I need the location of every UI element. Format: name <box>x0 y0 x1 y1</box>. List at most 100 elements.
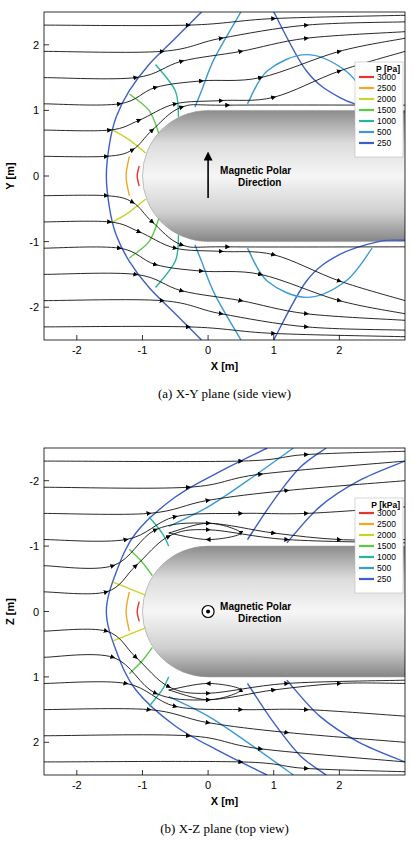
x-tick <box>142 770 143 775</box>
figure: -2-1012-2-1012X [m]Y [m](a) X-Y plane (s… <box>0 0 413 847</box>
plot-frame <box>44 12 405 340</box>
colorbar-label: 1000 <box>377 116 396 126</box>
colorbar-label: 3000 <box>377 72 396 82</box>
colorbar-box <box>355 62 403 157</box>
streamline <box>44 481 405 515</box>
polar-arrow <box>207 156 209 198</box>
y-tick <box>44 480 49 481</box>
colorbar-label: 250 <box>377 574 391 584</box>
y-tick <box>44 742 49 743</box>
x-tick-label: 1 <box>271 779 277 791</box>
x-tick-label: -1 <box>138 344 148 356</box>
panel: -2-1012-2-1012X [m]Y [m](a) X-Y plane (s… <box>4 12 413 401</box>
pressure-contour <box>137 166 139 186</box>
colorbar-swatch <box>359 109 374 111</box>
colorbar-swatch <box>359 76 374 78</box>
x-tick <box>142 335 143 340</box>
streamline <box>44 51 405 130</box>
streamline <box>44 326 405 336</box>
y-tick <box>44 546 49 547</box>
colorbar-swatch <box>359 131 374 133</box>
pressure-contour <box>106 448 267 775</box>
streamline <box>44 735 405 762</box>
pressure-contour <box>106 12 201 340</box>
y-tick-label: 2 <box>33 39 39 51</box>
panel: -2-1012-2-1012X [m]Z [m](b) X-Z plane (t… <box>4 448 413 836</box>
y-tick-label: 1 <box>33 104 39 116</box>
annotation: Magnetic PolarDirection <box>220 601 291 624</box>
x-tick <box>339 770 340 775</box>
streamline <box>44 15 405 25</box>
x-tick-label: -2 <box>72 344 82 356</box>
colorbar-swatch <box>359 534 374 536</box>
y-tick-label: -2 <box>29 475 39 487</box>
x-tick-label: -1 <box>138 779 148 791</box>
colorbar-label: 2500 <box>377 519 396 529</box>
pressure-contour <box>274 240 405 340</box>
streamline <box>44 461 405 488</box>
annotation-line: Direction <box>238 177 281 188</box>
x-axis-title: X [m] <box>211 360 239 372</box>
x-tick <box>208 335 209 340</box>
colorbar-swatch <box>359 98 374 100</box>
y-tick-label: 1 <box>33 671 39 683</box>
panel-caption: (a) X-Y plane (side view) <box>158 386 291 401</box>
y-tick <box>44 110 49 111</box>
colorbar-label: 500 <box>377 127 391 137</box>
colorbar-label: 1500 <box>377 105 396 115</box>
x-tick <box>273 770 274 775</box>
colorbar-label: 2500 <box>377 83 396 93</box>
y-tick-label: -1 <box>29 236 39 248</box>
colorbar-swatch <box>359 578 374 580</box>
x-tick-label: -2 <box>72 779 82 791</box>
colorbar-label: 2000 <box>377 530 396 540</box>
plot-area <box>44 448 405 775</box>
streamline <box>44 655 405 700</box>
colorbar: P [kPa]30002500200015001000500250 <box>355 498 403 593</box>
streamline <box>44 761 405 771</box>
x-tick <box>76 335 77 340</box>
pressure-contour <box>156 64 179 116</box>
pressure-contour <box>195 12 241 107</box>
colorbar-swatch <box>359 556 374 558</box>
streamline <box>169 523 241 539</box>
streamline <box>44 530 405 594</box>
x-tick-label: 1 <box>271 344 277 356</box>
colorbar-label: 250 <box>377 138 391 148</box>
pressure-contour <box>156 235 179 287</box>
streamline <box>44 32 405 79</box>
annotation: Magnetic PolarDirection <box>220 165 291 188</box>
x-tick <box>339 335 340 340</box>
streamline <box>44 22 405 52</box>
pressure-contour <box>247 55 372 104</box>
pressure-contour <box>247 248 372 297</box>
streamline <box>44 523 405 568</box>
polar-symbol <box>202 606 214 618</box>
polar-symbol-dot <box>206 610 210 614</box>
y-tick-label: 0 <box>33 170 39 182</box>
y-tick <box>44 241 49 242</box>
colorbar-swatch <box>359 87 374 89</box>
streamline <box>44 451 405 461</box>
colorbar-swatch <box>359 567 374 569</box>
streamline <box>44 629 405 693</box>
annotation-line: Magnetic Polar <box>220 165 291 176</box>
x-tick <box>76 770 77 775</box>
pressure-contour <box>129 219 159 258</box>
x-tick-label: 0 <box>205 779 211 791</box>
colorbar-swatch <box>359 523 374 525</box>
colorbar-label: 1000 <box>377 552 396 562</box>
colorbar-label: 3000 <box>377 508 396 518</box>
pressure-contour <box>113 130 146 153</box>
y-tick <box>44 44 49 45</box>
x-tick-label: 0 <box>205 344 211 356</box>
streamline <box>44 38 405 105</box>
streamline <box>44 682 405 716</box>
streamline <box>44 709 405 743</box>
x-axis-title: X [m] <box>211 795 239 807</box>
pressure-contour <box>195 245 241 340</box>
colorbar-label: 1500 <box>377 541 396 551</box>
pressure-contour <box>113 199 146 222</box>
colorbar-label: 500 <box>377 563 391 573</box>
streamline <box>44 247 405 314</box>
